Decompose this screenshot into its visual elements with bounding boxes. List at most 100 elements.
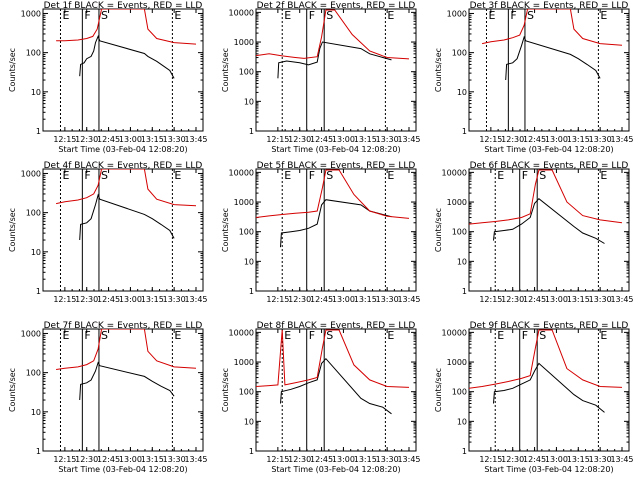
panel-6: Det 6f BLACK = Events, RED = LLD12:1512:…: [434, 161, 634, 304]
y-tick-label: 100: [452, 49, 467, 58]
y-axis-label: Counts/sec: [8, 368, 17, 412]
marker-label: E: [174, 329, 181, 342]
y-tick-label: 10: [31, 408, 41, 417]
y-tick-label: 1: [462, 447, 467, 456]
x-tick-label: 13:30: [376, 135, 399, 144]
x-tick-label: 12:30: [501, 295, 524, 304]
marker-label: E: [62, 169, 69, 182]
plot-frame: [468, 8, 630, 132]
x-tick-label: 12:45: [523, 455, 546, 464]
marker-label: F: [309, 169, 315, 182]
y-tick-label: 10: [457, 257, 467, 266]
x-tick-label: 13:00: [119, 135, 142, 144]
y-tick-label: 100: [452, 228, 467, 237]
y-tick-label: 100: [452, 388, 467, 397]
x-tick-label: 12:45: [523, 295, 546, 304]
panel-3: Det 3f BLACK = Events, RED = LLD12:1512:…: [434, 1, 634, 154]
x-tick-label: 12:30: [288, 295, 311, 304]
y-axis-label: Counts/sec: [221, 48, 230, 92]
lld-series-line: [56, 9, 197, 45]
marker-label: F: [309, 9, 315, 22]
marker-label: E: [284, 169, 291, 182]
x-axis-label: Start Time (03-Feb-04 12:08:20): [484, 145, 613, 154]
marker-label: S: [326, 169, 333, 182]
panel-4: Det 4f BLACK = Events, RED = LLD12:1512:…: [8, 161, 208, 304]
x-tick-label: 13:15: [567, 455, 590, 464]
y-tick-label: 1: [462, 127, 467, 136]
y-tick-label: 1000: [21, 169, 41, 178]
panel-title: Det 1f BLACK = Events, RED = LLD: [44, 1, 203, 11]
marker-label: F: [84, 169, 90, 182]
y-axis-label: Counts/sec: [434, 48, 443, 92]
plot-frame: [255, 328, 417, 452]
x-tick-label: 13:00: [332, 295, 355, 304]
x-tick-label: 13:00: [545, 295, 568, 304]
x-tick-label: 13:15: [567, 295, 590, 304]
x-tick-label: 12:45: [310, 295, 333, 304]
y-tick-label: 10: [457, 417, 467, 426]
y-tick-label: 100: [26, 49, 41, 58]
y-tick-label: 10: [244, 417, 254, 426]
x-tick-label: 13:00: [545, 135, 568, 144]
marker-label: E: [600, 329, 607, 342]
marker-label: S: [101, 169, 108, 182]
y-tick-label: 1: [249, 127, 254, 136]
marker-label: E: [387, 169, 394, 182]
panel-9: Det 9f BLACK = Events, RED = LLD12:1512:…: [434, 321, 634, 474]
y-tick-label: 1: [36, 127, 41, 136]
x-tick-label: 12:15: [266, 295, 289, 304]
marker-label: S: [539, 329, 546, 342]
marker-label: F: [510, 9, 516, 22]
x-axis-label: Start Time (03-Feb-04 12:08:20): [484, 465, 613, 474]
x-tick-label: 12:30: [501, 455, 524, 464]
marker-label: E: [600, 9, 607, 22]
panel-title: Det 9f BLACK = Events, RED = LLD: [470, 321, 629, 331]
y-tick-label: 10000: [442, 328, 467, 337]
x-tick-label: 13:30: [163, 455, 186, 464]
x-tick-label: 12:15: [479, 295, 502, 304]
x-tick-label: 12:45: [523, 135, 546, 144]
x-tick-label: 12:30: [75, 455, 98, 464]
x-tick-label: 13:15: [354, 455, 377, 464]
marker-label: E: [600, 169, 607, 182]
marker-label: S: [101, 329, 108, 342]
y-axis-label: Counts/sec: [434, 368, 443, 412]
x-tick-label: 13:30: [589, 455, 612, 464]
events-series-line: [79, 35, 175, 79]
x-tick-label: 13:30: [376, 455, 399, 464]
panel-title: Det 2f BLACK = Events, RED = LLD: [257, 1, 416, 11]
marker-label: F: [522, 329, 528, 342]
x-axis-label: Start Time (03-Feb-04 12:08:20): [271, 465, 400, 474]
plot-frame: [255, 168, 417, 292]
x-tick-label: 12:45: [97, 295, 120, 304]
panel-title: Det 6f BLACK = Events, RED = LLD: [470, 161, 629, 171]
y-tick-label: 1000: [21, 9, 41, 18]
x-axis-label: Start Time (03-Feb-04 12:08:20): [58, 145, 187, 154]
panel-title: Det 7f BLACK = Events, RED = LLD: [44, 321, 203, 331]
x-tick-label: 12:45: [310, 135, 333, 144]
plot-frame: [42, 8, 204, 132]
marker-label: S: [326, 329, 333, 342]
y-tick-label: 10000: [229, 8, 254, 17]
marker-label: E: [62, 9, 69, 22]
marker-label: F: [84, 9, 90, 22]
events-series-line: [277, 41, 392, 79]
marker-label: E: [497, 329, 504, 342]
lld-series-line: [481, 9, 623, 46]
x-tick-label: 13:30: [163, 135, 186, 144]
x-tick-label: 13:45: [397, 455, 420, 464]
x-tick-label: 12:15: [479, 135, 502, 144]
x-tick-label: 13:45: [610, 455, 633, 464]
plot-frame: [468, 168, 630, 292]
x-tick-label: 13:15: [141, 295, 164, 304]
y-tick-label: 1000: [234, 38, 254, 47]
y-tick-label: 100: [26, 369, 41, 378]
events-series-line: [493, 362, 605, 413]
y-tick-label: 1: [249, 287, 254, 296]
x-tick-label: 12:30: [288, 455, 311, 464]
events-series-line: [280, 199, 392, 248]
events-series-line: [280, 357, 392, 415]
x-tick-label: 13:15: [567, 135, 590, 144]
x-tick-label: 12:30: [501, 135, 524, 144]
y-tick-label: 10: [31, 248, 41, 257]
